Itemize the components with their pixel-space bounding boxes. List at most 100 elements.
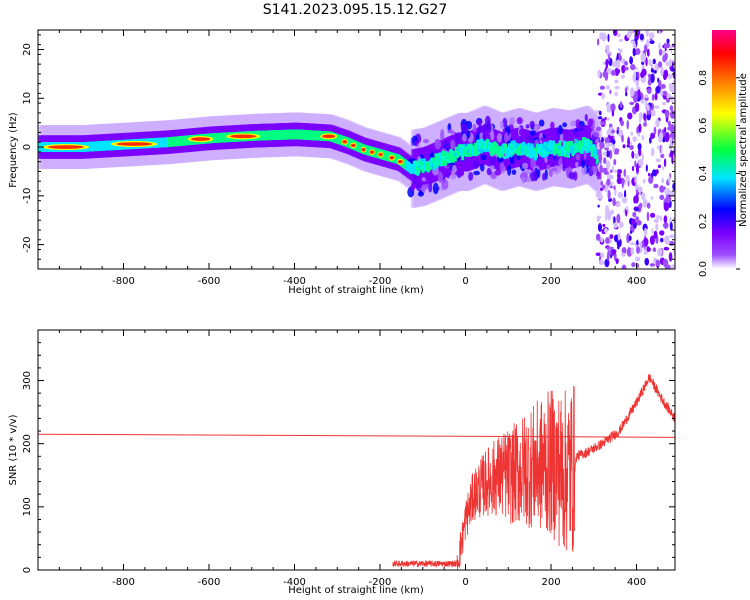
noise-blob <box>644 227 648 237</box>
noise-blob <box>633 70 637 81</box>
y-tick-label: -10 <box>22 188 33 204</box>
x-tick-label: 200 <box>541 577 560 588</box>
noise-blob <box>609 169 613 173</box>
noise-blob <box>670 264 675 269</box>
noise-blob <box>665 61 670 66</box>
heatmap-blob <box>540 136 545 142</box>
y-tick-label: 100 <box>22 497 33 516</box>
noise-blob <box>639 116 642 124</box>
heatmap-blob <box>533 123 538 133</box>
y-tick-label: 0 <box>22 144 33 150</box>
heatmap-peak-inner <box>361 147 366 152</box>
noise-blob <box>664 235 670 245</box>
noise-blob <box>620 120 625 127</box>
noise-blob <box>669 150 674 158</box>
snr-reference-line <box>38 433 675 438</box>
noise-blob <box>650 196 654 200</box>
noise-blob <box>615 258 619 265</box>
noise-blob <box>631 165 635 172</box>
noise-blob <box>660 83 666 90</box>
x-tick-label: -200 <box>369 577 392 588</box>
heatmap-speck <box>453 153 458 157</box>
heatmap-blob <box>460 123 468 133</box>
noise-blob <box>595 252 602 257</box>
noise-blob <box>605 85 610 90</box>
heatmap-speck <box>420 158 424 162</box>
noise-blob <box>606 178 611 186</box>
noise-blob <box>668 175 671 184</box>
noise-blob <box>646 211 650 222</box>
x-tick-label: -800 <box>112 276 135 287</box>
noise-blob <box>670 110 675 119</box>
noise-blob <box>657 61 663 68</box>
noise-blob <box>637 71 640 81</box>
noise-blob <box>665 194 672 204</box>
heatmap-blob <box>424 174 432 181</box>
noise-blob <box>611 129 615 134</box>
heatmap-speck <box>557 145 561 149</box>
noise-blob <box>639 241 643 248</box>
noise-blob <box>632 136 638 142</box>
noise-blob <box>613 151 619 155</box>
snr-y-axis-label: SNR (10 * v/v) <box>8 414 19 485</box>
heatmap-blob <box>494 169 502 176</box>
heatmap-blob <box>521 171 528 178</box>
noise-blob <box>664 126 667 133</box>
heatmap-blob <box>518 128 523 136</box>
noise-blob <box>669 133 673 138</box>
noise-blob <box>669 234 675 239</box>
noise-blob <box>602 223 606 228</box>
heatmap-peak-inner <box>342 140 348 144</box>
noise-blob <box>668 82 673 92</box>
heatmap-blob <box>509 116 516 125</box>
colorbar-ticks: 0.0 0.2 0.4 0.6 0.8 <box>698 70 740 277</box>
noise-blob <box>630 131 634 136</box>
noise-blob <box>603 157 607 165</box>
noise-blob <box>655 223 659 231</box>
heatmap-speck <box>431 164 435 168</box>
noise-blob <box>616 59 621 70</box>
noise-blob <box>597 204 600 208</box>
noise-blob <box>624 66 629 71</box>
heatmap-speck <box>509 154 513 158</box>
colorbar-tick-label: 0.4 <box>698 165 709 181</box>
heatmap-blob <box>455 133 460 144</box>
heatmap-blob <box>417 191 424 197</box>
heatmap-blob <box>551 167 558 172</box>
noise-blob <box>670 44 673 54</box>
noise-blob <box>627 246 630 256</box>
noise-blob <box>659 185 665 193</box>
noise-blob <box>634 175 638 184</box>
noise-blob <box>660 147 663 156</box>
heatmap-speck <box>585 143 589 147</box>
heatmap-blob <box>434 138 442 150</box>
heatmap-blob <box>477 124 484 134</box>
noise-blob <box>606 245 610 251</box>
noise-blob <box>641 68 647 77</box>
noise-blob <box>661 90 668 96</box>
x-tick-label: -200 <box>369 276 392 287</box>
noise-blob <box>637 132 641 137</box>
noise-blob <box>663 158 667 168</box>
heatmap-blob <box>423 139 430 144</box>
noise-blob <box>660 237 664 243</box>
noise-blob <box>629 230 633 234</box>
heatmap-core <box>558 140 562 151</box>
noise-blob <box>595 126 602 132</box>
heatmap-blob <box>499 161 504 172</box>
noise-blob <box>657 164 661 169</box>
heatmap-peak-inner <box>369 150 375 154</box>
heatmap-core <box>529 148 533 159</box>
noise-blob <box>650 147 655 157</box>
snr-panel: -800 -600 -400 -200 0 200 400 0 100 200 300 Height… <box>8 329 676 596</box>
x-tick-label: -600 <box>198 276 221 287</box>
noise-blob <box>648 75 652 82</box>
heatmap-core <box>453 151 457 162</box>
noise-blob <box>646 38 650 47</box>
noise-blob <box>609 246 614 251</box>
noise-blob <box>604 116 607 121</box>
x-tick-label: 0 <box>462 276 468 287</box>
heatmap-blob <box>472 160 480 169</box>
heatmap-speck <box>447 160 451 164</box>
noise-blob <box>610 103 616 112</box>
